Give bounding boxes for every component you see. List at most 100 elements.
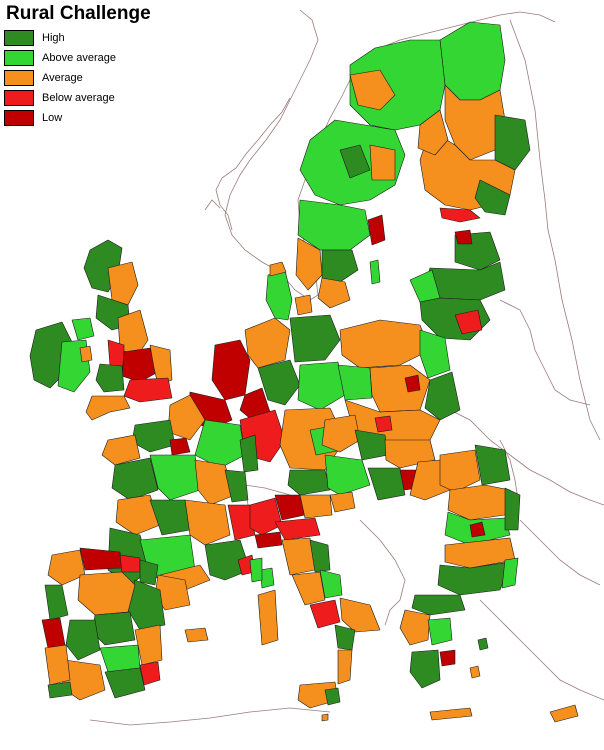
region-sweden-smaland xyxy=(317,277,351,309)
region-italy-calabria xyxy=(337,649,353,685)
region-england-northwest xyxy=(107,339,125,369)
region-sweden-gavleborg xyxy=(369,144,396,181)
region-malta xyxy=(321,713,329,722)
region-spain-extremadura xyxy=(65,619,101,661)
region-netherlands xyxy=(211,339,251,401)
region-spain-valencia xyxy=(134,624,163,666)
region-france-provence xyxy=(204,539,251,581)
region-england-southwest xyxy=(85,395,131,421)
turkey-outline xyxy=(479,599,604,701)
region-lithuania-vilnius xyxy=(454,309,483,335)
region-poland-silesia xyxy=(374,415,393,433)
region-bulgaria-south xyxy=(437,561,511,596)
region-corsica xyxy=(249,557,263,583)
region-portugal-north xyxy=(44,584,69,621)
region-ireland-dublin xyxy=(79,345,93,363)
region-italy-liguria xyxy=(254,531,283,549)
iceland-fragment xyxy=(204,199,221,211)
region-scotland-east xyxy=(107,261,139,306)
region-crete xyxy=(429,707,473,721)
region-greece-attica xyxy=(439,649,456,667)
region-denmark-north xyxy=(269,261,287,277)
region-poland-north xyxy=(339,319,431,369)
region-italy-abruzzo xyxy=(319,569,343,599)
region-france-franche-comte xyxy=(224,469,249,503)
region-aegean-island-2 xyxy=(477,637,489,651)
region-spain-andalusia-east xyxy=(104,667,146,699)
region-italy-piedmont xyxy=(249,497,283,536)
region-sicily-east xyxy=(324,687,341,706)
region-italy-campania xyxy=(309,599,341,629)
region-sardinia xyxy=(257,589,279,646)
region-france-limousin xyxy=(149,499,191,536)
region-france-rhone xyxy=(184,499,231,546)
legend-item-above-average: Above average xyxy=(4,48,151,68)
swatch-high xyxy=(4,30,34,46)
swatch-average xyxy=(4,70,34,86)
region-slovenia xyxy=(329,491,356,513)
legend-item-high: High xyxy=(4,28,151,48)
legend: Rural Challenge High Above average Avera… xyxy=(4,4,151,128)
region-france-paris xyxy=(169,437,191,456)
region-denmark-jutland xyxy=(265,269,293,321)
region-france-loire xyxy=(111,457,159,501)
legend-label-average: Average xyxy=(42,72,83,84)
region-italy-veneto xyxy=(299,494,333,519)
region-sweden-jamtland xyxy=(339,144,371,179)
russia-border-north xyxy=(509,19,601,441)
region-italy-puglia xyxy=(339,597,381,633)
region-romania-central xyxy=(447,484,511,521)
region-finland-lapland xyxy=(439,21,506,101)
region-romania-northwest xyxy=(439,449,481,493)
black-sea-coast xyxy=(519,519,601,586)
region-germany-east xyxy=(297,361,346,411)
region-sweden-norrbotten-coast xyxy=(417,109,449,156)
region-sweden-ostergotland xyxy=(321,249,359,283)
region-aegean-island xyxy=(469,665,481,679)
region-italy-emilia xyxy=(274,517,321,541)
region-portugal-alentejo xyxy=(44,644,71,686)
region-sweden-vastra xyxy=(295,237,323,291)
region-spain-castile-south xyxy=(99,644,141,673)
regions-layer xyxy=(29,21,579,723)
region-hungary-west xyxy=(367,467,406,501)
region-bulgaria-east xyxy=(501,557,519,589)
region-greece-west xyxy=(399,609,431,646)
region-italy-tuscany xyxy=(281,537,316,576)
legend-item-low: Low xyxy=(4,108,151,128)
norway-fjord-edge xyxy=(215,97,291,231)
swatch-above-average xyxy=(4,50,34,66)
region-france-northeast xyxy=(194,419,246,469)
region-poland-central xyxy=(369,364,431,413)
legend-label-below-average: Below average xyxy=(42,92,115,104)
north-africa-coast xyxy=(89,707,331,726)
region-spain-castile-north xyxy=(77,571,136,616)
region-germany-northwest xyxy=(244,317,291,369)
swatch-below-average xyxy=(4,90,34,106)
legend-item-average: Average xyxy=(4,68,151,88)
legend-title: Rural Challenge xyxy=(6,3,151,24)
region-finland-east xyxy=(494,114,531,171)
region-italy-marche xyxy=(309,539,331,573)
region-italy-lazio xyxy=(291,571,326,606)
region-poland-west xyxy=(337,364,373,401)
region-germany-northeast xyxy=(289,314,341,363)
region-england-southeast xyxy=(123,377,173,403)
region-sweden-stockholm xyxy=(367,214,386,246)
balkans-outline xyxy=(359,519,406,626)
region-romania-northeast xyxy=(474,444,511,486)
region-spain-galicia xyxy=(47,549,86,586)
region-estonia-tallinn xyxy=(454,229,473,245)
region-sardinia-north xyxy=(259,567,275,589)
region-poland-northeast xyxy=(419,329,451,379)
region-france-normandy xyxy=(131,419,176,453)
region-france-brittany xyxy=(101,434,141,466)
region-romania-east xyxy=(504,487,521,531)
region-spain-navarre xyxy=(139,559,159,586)
legend-label-high: High xyxy=(42,32,65,44)
region-france-alsace xyxy=(239,434,259,473)
region-wales xyxy=(95,363,125,393)
swatch-low xyxy=(4,110,34,126)
legend-label-low: Low xyxy=(42,112,63,124)
region-germany-central-west xyxy=(257,359,301,406)
